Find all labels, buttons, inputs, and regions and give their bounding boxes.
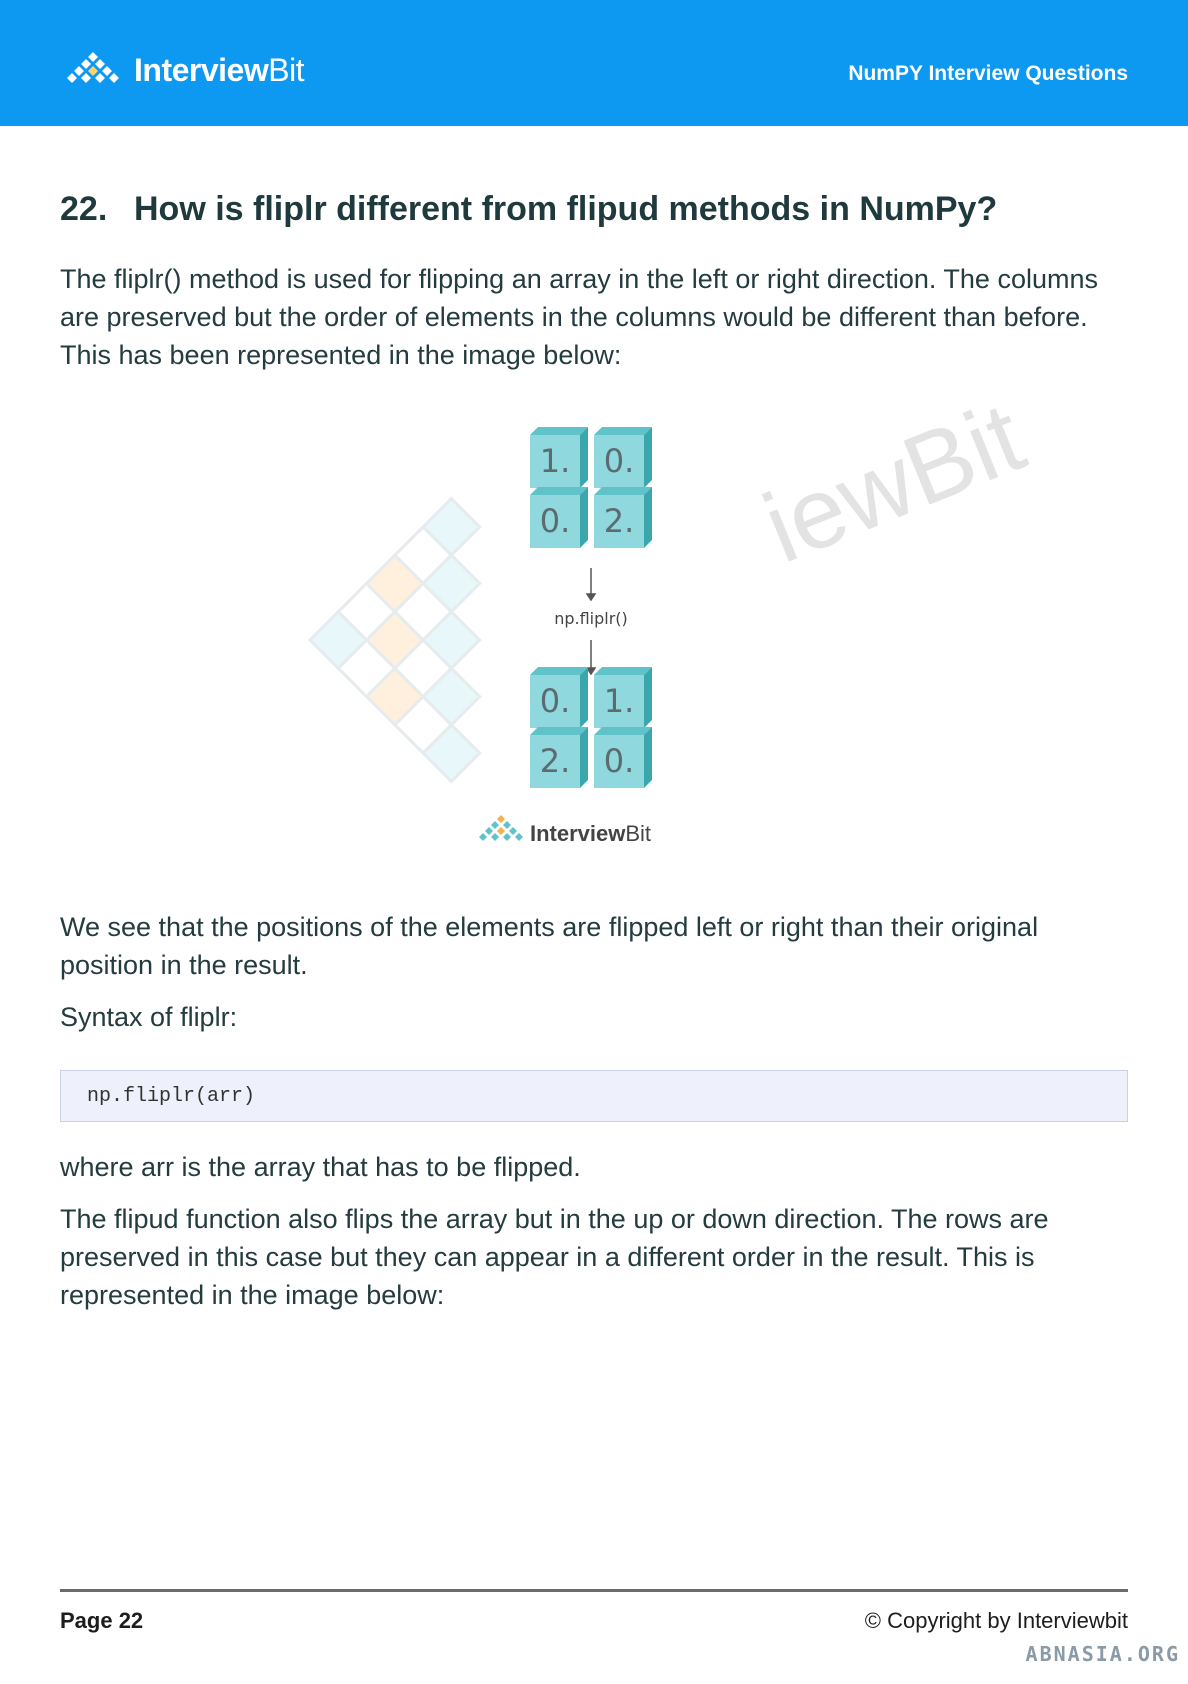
svg-text:0.: 0. [540, 502, 571, 540]
matrix-cell: 0. [594, 427, 652, 488]
flipud-description: The flipud function also flips the array… [60, 1204, 1049, 1310]
arr-explanation: where arr is the array that has to be fl… [60, 1152, 581, 1182]
matrix-cell: 0. [530, 487, 588, 548]
header-bar: InterviewBit NumPY Interview Questions [0, 0, 1188, 126]
copyright-notice: © Copyright by Interviewbit [864, 1608, 1128, 1633]
svg-text:0.: 0. [540, 682, 571, 720]
output-matrix: 0. 1. 2. 0. [530, 667, 652, 788]
svg-text:1.: 1. [604, 682, 635, 720]
svg-text:0.: 0. [604, 742, 635, 780]
matrix-cell: 2. [594, 487, 652, 548]
fliplr-description: The fliplr() method is used for flipping… [60, 264, 1098, 370]
svg-text:1.: 1. [540, 442, 571, 480]
page-number: Page 22 [60, 1608, 144, 1633]
fliplr-result-explanation: We see that the positions of the element… [60, 912, 1039, 980]
document-title: NumPY Interview Questions [848, 62, 1128, 85]
matrix-cell: 2. [530, 727, 588, 788]
svg-text:2.: 2. [540, 742, 571, 780]
input-matrix: 1. 0. 0. 2. [530, 427, 652, 548]
watermark-text: iewBit [749, 381, 1038, 585]
footer-divider [60, 1589, 1128, 1592]
logo-wordmark: InterviewBit [134, 51, 305, 88]
interviewbit-logo[interactable]: InterviewBit [62, 48, 305, 92]
question-title: How is fliplr different from flipud meth… [134, 190, 998, 228]
matrix-cell: 0. [530, 667, 588, 728]
matrix-cell: 1. [594, 667, 652, 728]
question-heading: 22. How is fliplr different from flipud m… [60, 190, 997, 229]
site-watermark: ABNASIA.ORG [1025, 1642, 1180, 1666]
watermark-lattice-icon [307, 496, 482, 784]
svg-text:2.: 2. [604, 502, 635, 540]
matrix-cell: 1. [530, 427, 588, 488]
operation-label: np.fliplr() [554, 609, 628, 628]
logo-diamonds-icon [67, 52, 119, 83]
matrix-cell: 0. [594, 727, 652, 788]
question-number: 22. [60, 190, 108, 228]
figure-logo-icon [479, 815, 523, 841]
figure-logo-wordmark: InterviewBit [530, 821, 651, 846]
flow-arrow-icon [585, 568, 597, 676]
code-block: np.fliplr(arr) [60, 1070, 1128, 1122]
code-text: np.fliplr(arr) [87, 1085, 256, 1108]
syntax-label: Syntax of fliplr: [60, 1002, 238, 1032]
svg-text:0.: 0. [604, 442, 635, 480]
fliplr-figure: iewBit 1. 0. 0. 2. [200, 360, 1050, 860]
